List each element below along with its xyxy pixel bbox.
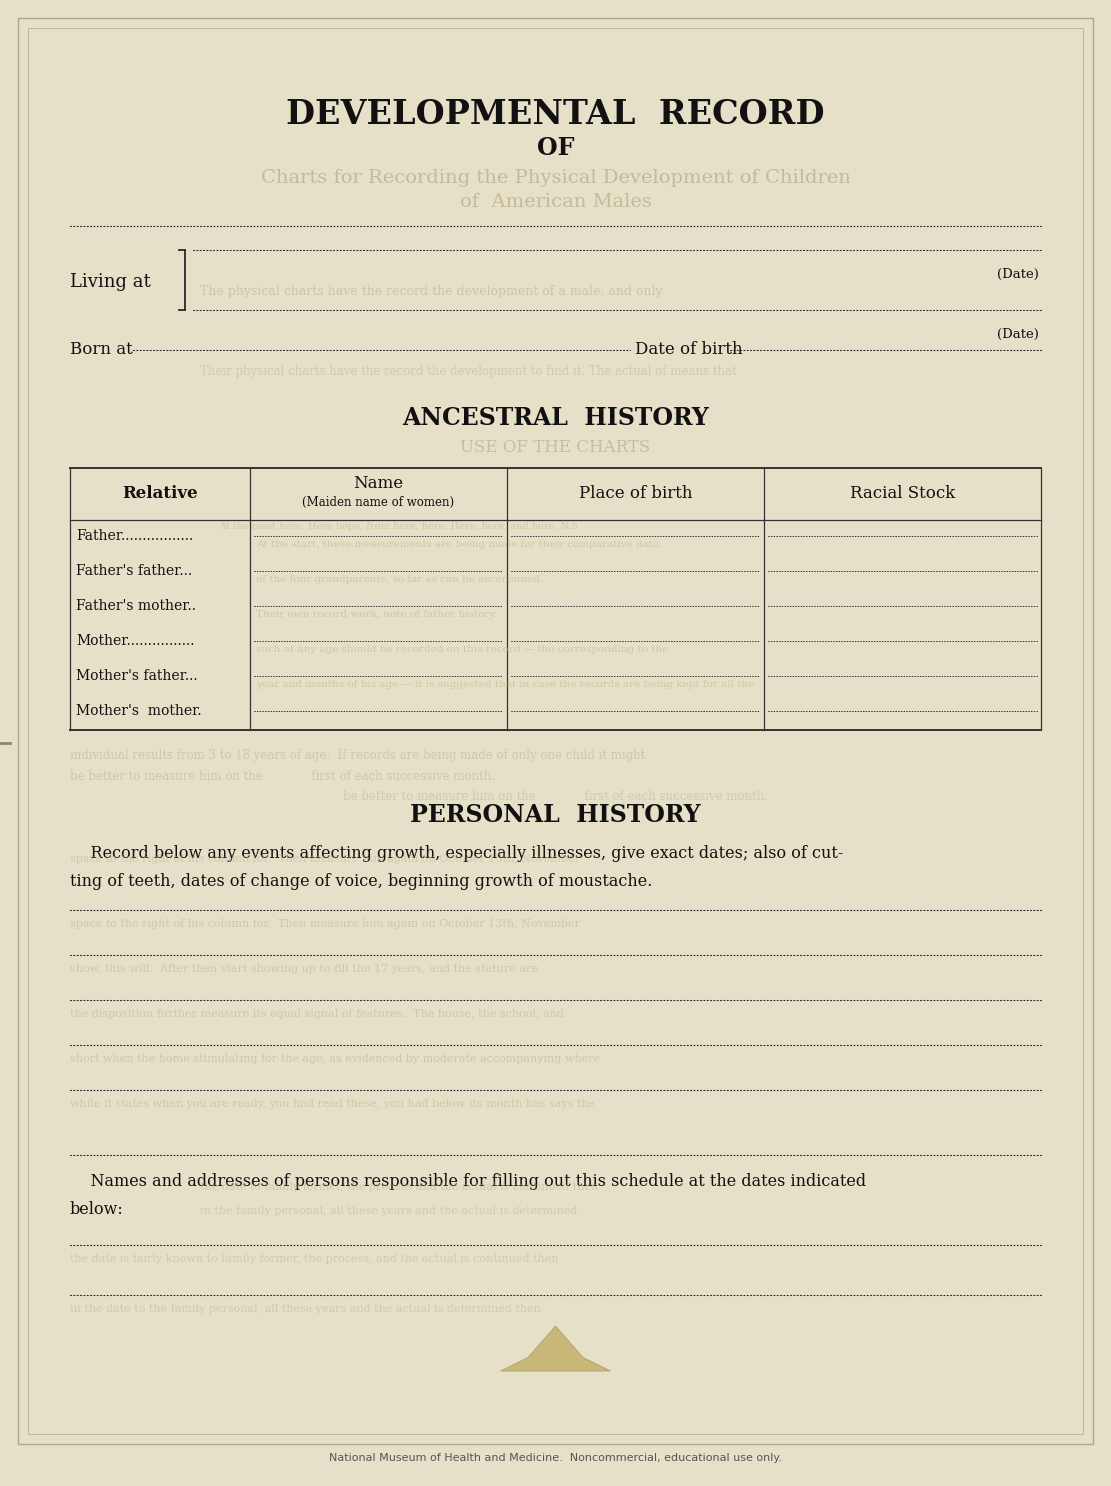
Text: Mother's  mother.: Mother's mother. xyxy=(76,704,201,718)
Text: short when the home stimulating for the age, as evidenced by moderate accompanyi: short when the home stimulating for the … xyxy=(70,1054,600,1064)
Text: OF: OF xyxy=(537,137,574,160)
Text: Racial Stock: Racial Stock xyxy=(850,486,955,502)
Text: show, this will.  After then start showing up to fill the 17 years, and the stat: show, this will. After then start showin… xyxy=(70,964,538,973)
Text: Their own record work, note of father history.: Their own record work, note of father hi… xyxy=(256,609,497,620)
Text: of the four grandparents, so far as can be ascertained.: of the four grandparents, so far as can … xyxy=(256,575,542,584)
Text: in the date to the family personal, all these years and the actual is determined: in the date to the family personal, all … xyxy=(70,1305,541,1314)
Text: ANCESTRAL  HISTORY: ANCESTRAL HISTORY xyxy=(402,406,709,429)
Text: PERSONAL  HISTORY: PERSONAL HISTORY xyxy=(410,802,701,828)
Text: Charts for Recording the Physical Development of Children: Charts for Recording the Physical Develo… xyxy=(261,169,850,187)
Text: Date of birth: Date of birth xyxy=(635,342,742,358)
Text: be better to measure him on the             first of each successive month.: be better to measure him on the first of… xyxy=(70,771,496,783)
Text: Mother's father...: Mother's father... xyxy=(76,669,198,682)
Text: Born at: Born at xyxy=(70,342,132,358)
Text: Record below any events affecting growth, especially illnesses, give exact dates: Record below any events affecting growth… xyxy=(70,846,843,862)
Text: At the start, these measurements are being made for their comparative data.: At the start, these measurements are bei… xyxy=(256,539,662,548)
Text: The physical charts have the record the development of a male. and only: The physical charts have the record the … xyxy=(200,285,662,299)
Text: Mother................: Mother................ xyxy=(76,633,194,648)
Text: Place of birth: Place of birth xyxy=(579,486,692,502)
Text: in the family personal, all these years and the actual is determined: in the family personal, all these years … xyxy=(200,1207,578,1216)
Text: space to the right of his column for.  Then measure him again on October 13th, N: space to the right of his column for. Th… xyxy=(70,918,580,929)
Text: Father's father...: Father's father... xyxy=(76,563,192,578)
Text: Father.................: Father................. xyxy=(76,529,193,542)
Text: National Museum of Health and Medicine.  Noncommercial, educational use only.: National Museum of Health and Medicine. … xyxy=(329,1453,782,1464)
Text: the date to family former, the process and the actual is continued then: the date to family former, the process a… xyxy=(200,1181,598,1192)
Text: Father's mother..: Father's mother.. xyxy=(76,599,196,612)
Text: Their physical charts have the record the development to find it. The actual of : Their physical charts have the record th… xyxy=(200,366,737,379)
Text: DEVELOPMENTAL  RECORD: DEVELOPMENTAL RECORD xyxy=(287,98,824,131)
Text: (Date): (Date) xyxy=(998,267,1039,281)
Text: while it states when you are ready, you had read these, you had below its month : while it states when you are ready, you … xyxy=(70,1100,595,1109)
Text: Name: Name xyxy=(353,476,403,492)
Text: ting of teeth, dates of change of voice, beginning growth of moustache.: ting of teeth, dates of change of voice,… xyxy=(70,872,652,890)
Text: Living at: Living at xyxy=(70,273,151,291)
Text: Relative: Relative xyxy=(122,486,198,502)
Text: USE OF THE CHARTS: USE OF THE CHARTS xyxy=(460,438,651,456)
Polygon shape xyxy=(500,1326,611,1372)
Text: the disposition further measure its equal signal of features.  The house, the sc: the disposition further measure its equa… xyxy=(70,1009,563,1019)
Text: year and months of his age — it is suggested that in case the records are being : year and months of his age — it is sugge… xyxy=(256,681,754,690)
Text: (Date): (Date) xyxy=(998,328,1039,340)
Text: of  American Males: of American Males xyxy=(460,193,651,211)
Text: space to the right of his column for.  Then measure him again on October 13th, N: space to the right of his column for. Th… xyxy=(70,854,580,863)
Text: Names and addresses of persons responsible for filling out this schedule at the : Names and addresses of persons responsib… xyxy=(70,1172,867,1190)
Text: At the most here, Here hope, from here, here. Here, here, and here. N.S: At the most here, Here hope, from here, … xyxy=(219,522,578,531)
Text: be better to measure him on the             first of each successive month.: be better to measure him on the first of… xyxy=(343,791,768,804)
Text: below:: below: xyxy=(70,1201,123,1219)
Text: (Maiden name of women): (Maiden name of women) xyxy=(302,495,454,508)
Text: individual results from 3 to 18 years of age.  If records are being made of only: individual results from 3 to 18 years of… xyxy=(70,749,645,761)
Text: the date is fairly known to family former, the process, and the actual is contin: the date is fairly known to family forme… xyxy=(70,1254,559,1265)
Text: such at any age should be recorded on this record — the corresponding to the: such at any age should be recorded on th… xyxy=(256,645,668,654)
